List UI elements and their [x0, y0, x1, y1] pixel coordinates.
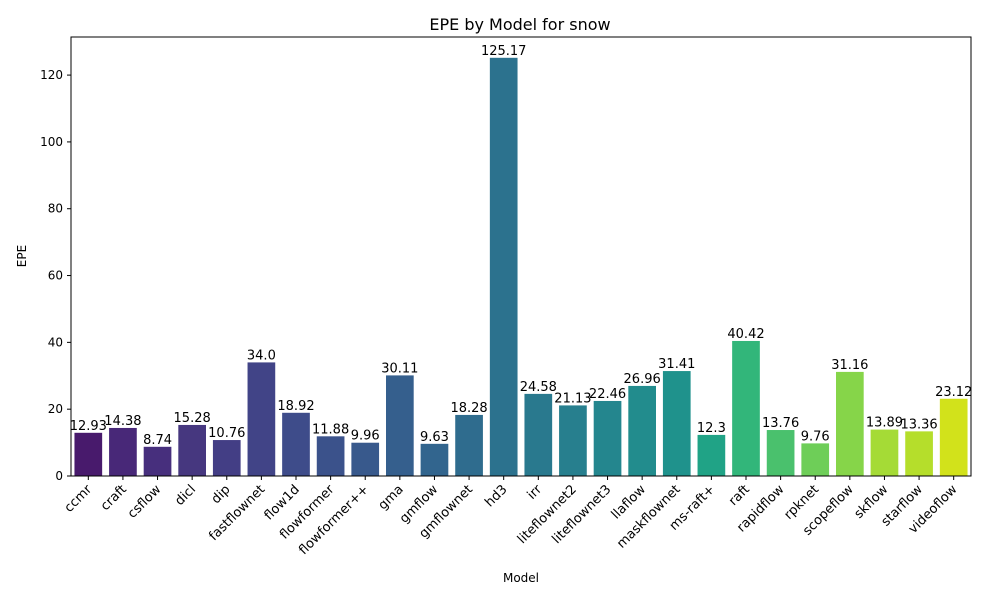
bar-flowformer++	[351, 442, 380, 476]
x-tick-label-dicl: dicl	[172, 482, 199, 509]
bar-craft	[109, 427, 137, 476]
value-label-liteflownet2: 21.13	[554, 391, 591, 406]
chart-title: EPE by Model for snow	[429, 15, 610, 34]
value-label-rpknet: 9.76	[801, 429, 830, 444]
x-tick-label-raft: raft	[726, 482, 753, 509]
value-label-skflow: 13.89	[866, 416, 903, 431]
bar-dip	[212, 440, 241, 476]
bar-ms-raft+	[697, 434, 726, 476]
bar-flowformer	[316, 436, 345, 476]
bar-hd3	[489, 57, 518, 477]
bar-fastflownet	[247, 362, 276, 476]
x-tick-label-ccmr: ccmr	[62, 482, 96, 516]
value-label-flowformer: 11.88	[312, 422, 349, 437]
bar-liteflownet2	[559, 405, 587, 476]
value-label-csflow: 8.74	[143, 433, 172, 448]
value-label-raft: 40.42	[727, 327, 764, 342]
bar-scopeflow	[836, 371, 864, 476]
value-label-irr: 24.58	[520, 380, 557, 395]
value-label-starflow: 13.36	[900, 417, 937, 432]
value-label-scopeflow: 31.16	[831, 358, 868, 373]
x-tick-label-dip: dip	[209, 482, 234, 507]
bar-gmflow	[420, 443, 449, 476]
y-tick-label-40: 40	[48, 335, 63, 349]
x-tick-label-irr: irr	[525, 482, 546, 503]
value-label-flowformer++: 9.96	[351, 429, 380, 444]
bar-skflow	[870, 429, 899, 476]
y-axis: 0 20 40 60 80 100 120	[40, 68, 71, 483]
x-tick-label-craft: craft	[98, 482, 130, 514]
bar-llaflow	[628, 385, 656, 476]
bar-flow1d	[282, 412, 310, 476]
bar-raft	[732, 340, 760, 476]
y-tick-label-0: 0	[55, 469, 63, 483]
bar-rpknet	[801, 443, 830, 476]
value-label-hd3: 125.17	[481, 44, 527, 59]
y-tick-label-80: 80	[48, 202, 63, 216]
bars-group	[74, 57, 968, 477]
x-tick-label-hd3: hd3	[482, 482, 510, 510]
value-label-dip: 10.76	[208, 426, 245, 441]
bar-rapidflow	[766, 430, 795, 476]
y-tick-label-60: 60	[48, 269, 63, 283]
x-tick-label-gma: gma	[376, 482, 407, 513]
value-label-gmflownet: 18.28	[450, 401, 487, 416]
bar-gma	[386, 375, 414, 476]
bar-irr	[524, 393, 553, 476]
y-tick-label-20: 20	[48, 402, 63, 416]
bar-videoflow	[939, 398, 968, 476]
x-tick-label-csflow: csflow	[125, 482, 165, 522]
bar-maskflownet	[662, 371, 691, 476]
x-axis-title: Model	[503, 571, 539, 585]
value-label-flow1d: 18.92	[277, 399, 314, 414]
value-label-maskflownet: 31.41	[658, 357, 695, 372]
value-label-rapidflow: 13.76	[762, 416, 799, 431]
bar-dicl	[178, 424, 206, 476]
y-tick-label-100: 100	[40, 135, 63, 149]
bar-csflow	[143, 446, 172, 476]
bar-ccmr	[74, 432, 103, 476]
value-label-videoflow: 23.12	[935, 385, 972, 400]
y-tick-label-120: 120	[40, 68, 63, 82]
y-axis-title: EPE	[15, 245, 29, 267]
value-label-llaflow: 26.96	[624, 372, 661, 387]
value-label-liteflownet3: 22.46	[589, 387, 626, 402]
value-label-craft: 14.38	[104, 414, 141, 429]
bar-starflow	[905, 431, 933, 476]
value-label-fastflownet: 34.0	[247, 348, 276, 363]
value-label-ccmr: 12.93	[70, 419, 107, 434]
plot-frame	[70, 36, 972, 477]
value-label-gma: 30.11	[381, 361, 418, 376]
bar-gmflownet	[455, 414, 483, 476]
bar-liteflownet3	[593, 400, 622, 476]
value-label-gmflow: 9.63	[420, 430, 449, 445]
value-label-ms-raft+: 12.3	[697, 421, 726, 436]
value-label-dicl: 15.28	[174, 411, 211, 426]
